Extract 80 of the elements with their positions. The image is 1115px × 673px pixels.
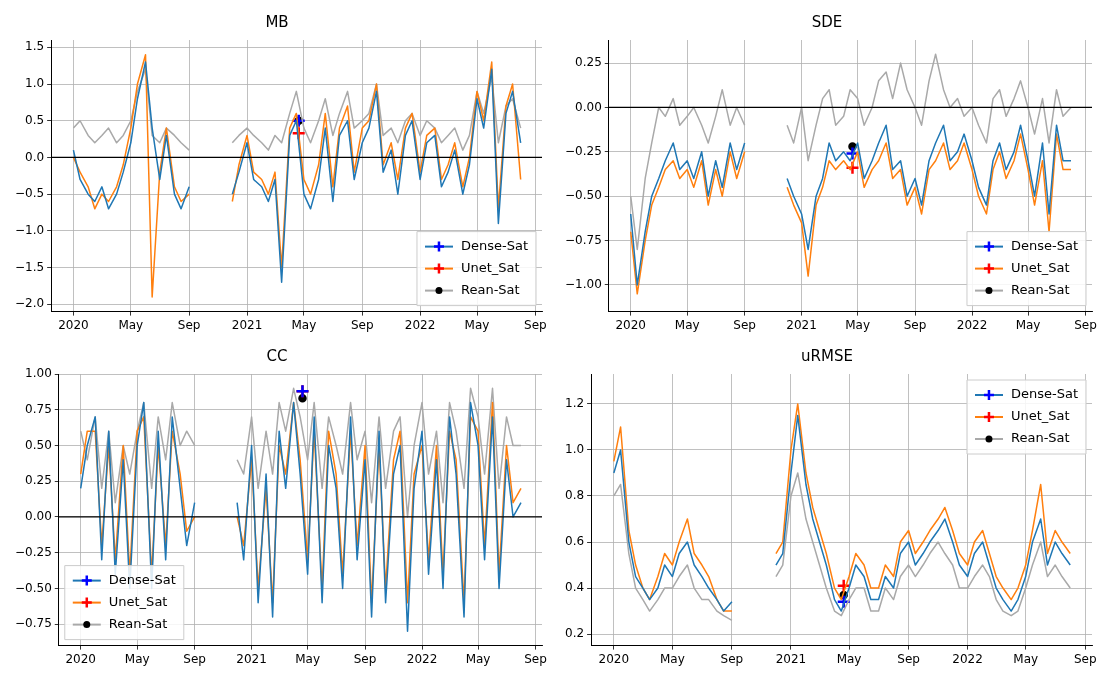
x-tick-label: Sep: [353, 651, 377, 666]
legend-label: Rean-Sat: [1010, 281, 1070, 297]
x-tick-label: Sep: [897, 651, 920, 666]
legend-label: Rean-Sat: [1010, 430, 1070, 446]
y-tick-label: 0.75: [25, 401, 52, 416]
y-tick-label: −0.25: [14, 544, 52, 559]
y-tick-label: −1.0: [15, 222, 45, 237]
y-tick-label: 0.50: [25, 437, 52, 452]
legend-label: Unet_Sat: [460, 259, 520, 275]
x-tick-label: May: [845, 317, 871, 332]
legend-label: Unet_Sat: [108, 593, 168, 609]
x-tick-label: Sep: [1074, 317, 1097, 332]
x-tick-label: 2022: [406, 651, 438, 666]
x-tick-label: 2022: [952, 651, 983, 666]
y-tick-label: 0.0: [25, 149, 45, 164]
legend-label: Dense-Sat: [1010, 237, 1079, 253]
y-tick-label: 1.00: [25, 366, 52, 381]
x-tick-label: 2021: [236, 651, 267, 666]
x-tick-label: Sep: [524, 651, 547, 666]
x-tick-label: Sep: [903, 317, 927, 332]
x-tick-label: Sep: [350, 317, 374, 332]
x-tick-label: Sep: [720, 651, 744, 666]
y-tick-label: −0.75: [14, 616, 52, 631]
x-tick-label: 2022: [956, 317, 988, 332]
x-tick-label: May: [465, 651, 491, 666]
x-tick-label: May: [295, 651, 321, 666]
chart-title: uRMSE: [801, 346, 853, 365]
x-tick-label: 2020: [615, 317, 646, 332]
x-tick-label: 2022: [404, 317, 436, 332]
y-tick-label: −0.25: [564, 143, 602, 158]
legend-label: Dense-Sat: [460, 237, 529, 253]
x-tick-label: May: [291, 317, 317, 332]
chart-title: CC: [266, 346, 288, 365]
y-tick-label: 0.00: [575, 99, 602, 114]
x-tick-label: 2021: [786, 317, 817, 332]
y-tick-label: 0.25: [25, 473, 52, 488]
chart-title: MB: [265, 12, 289, 31]
y-tick-label: 0.6: [564, 534, 585, 549]
x-tick-label: May: [1015, 317, 1041, 332]
y-tick-label: −1.00: [564, 277, 602, 292]
x-tick-label: May: [674, 317, 700, 332]
legend-label: Dense-Sat: [1010, 386, 1079, 402]
x-tick-label: 2020: [598, 651, 630, 666]
x-tick-label: Sep: [733, 317, 756, 332]
x-tick-label: Sep: [177, 317, 201, 332]
x-tick-label: 2020: [65, 651, 96, 666]
y-tick-label: 0.5: [25, 112, 45, 127]
y-tick-label: −0.50: [564, 188, 602, 203]
legend-label: Dense-Sat: [108, 571, 176, 587]
x-tick-label: 2020: [58, 317, 89, 332]
x-tick-label: May: [124, 651, 150, 666]
x-tick-label: 2021: [231, 317, 263, 332]
x-tick-label: 2021: [775, 651, 807, 666]
y-tick-label: −2.0: [15, 296, 45, 311]
y-tick-label: −1.5: [15, 259, 45, 274]
legend-label: Unet_Sat: [1010, 259, 1070, 275]
y-tick-label: 1.2: [564, 396, 585, 411]
y-tick-label: 0.25: [575, 55, 602, 70]
y-tick-label: 0.8: [564, 488, 585, 503]
x-tick-label: May: [118, 317, 144, 332]
y-tick-label: 0.4: [564, 580, 585, 595]
chart-title: SDE: [811, 12, 843, 31]
y-tick-label: 1.0: [25, 76, 45, 91]
x-tick-label: Sep: [1073, 651, 1097, 666]
legend-label: Rean-Sat: [460, 281, 520, 297]
y-tick-label: 1.0: [564, 442, 585, 457]
y-tick-label: −0.75: [564, 232, 602, 247]
x-tick-label: Sep: [524, 317, 547, 332]
y-tick-label: −0.5: [15, 186, 45, 201]
x-tick-label: May: [836, 651, 862, 666]
x-tick-label: May: [659, 651, 685, 666]
y-tick-label: 0.00: [25, 509, 52, 524]
legend-label: Unet_Sat: [1010, 408, 1070, 424]
legend-label: Rean-Sat: [108, 615, 168, 631]
x-tick-label: Sep: [183, 651, 206, 666]
y-tick-label: −0.50: [14, 580, 52, 595]
x-tick-label: May: [464, 317, 490, 332]
y-tick-label: 0.2: [564, 626, 585, 641]
x-tick-label: May: [1013, 651, 1039, 666]
y-tick-label: 1.5: [25, 39, 45, 54]
